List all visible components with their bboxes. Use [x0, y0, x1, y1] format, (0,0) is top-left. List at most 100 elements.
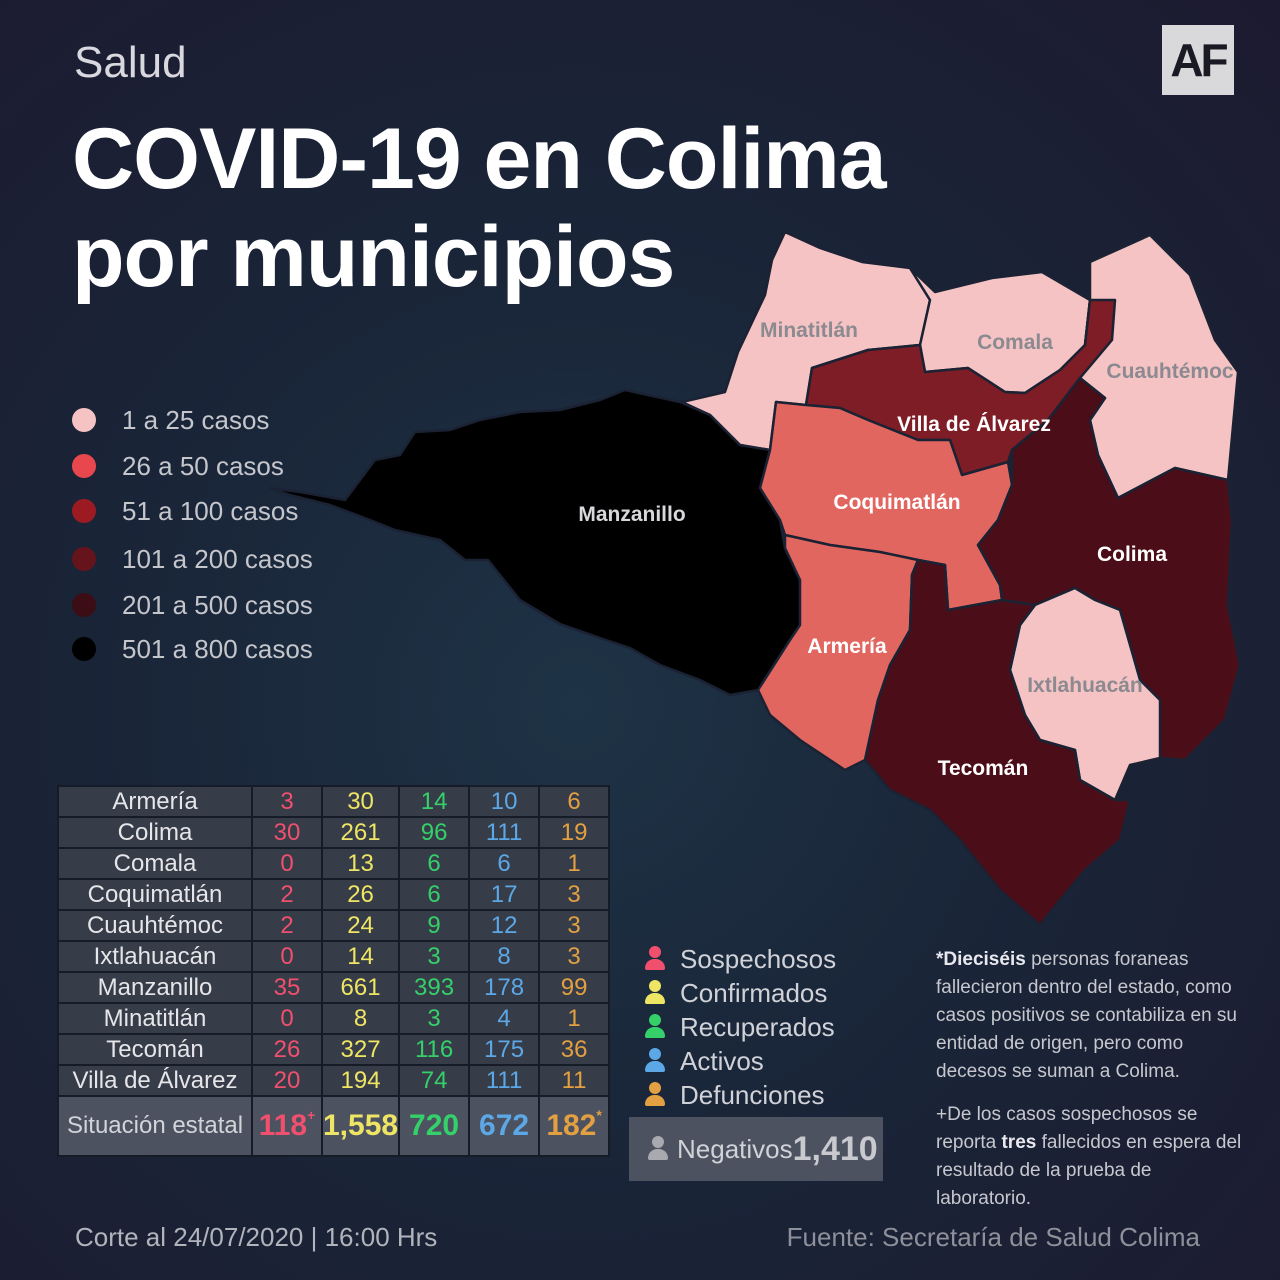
activos-cell: 6: [468, 847, 541, 880]
confirmados-cell: 13: [320, 847, 401, 880]
legend-swatch: [72, 593, 96, 617]
table-row: Ixtlahuacán 0 14 3 8 3: [57, 940, 611, 973]
recuperados-cell: 6: [398, 878, 471, 911]
confirmados-cell: 261: [320, 816, 401, 849]
sospechosos-cell: 3: [251, 785, 323, 818]
legend-swatch: [72, 499, 96, 523]
sospechosos-cell: 0: [251, 940, 323, 973]
defunciones-cell: 36: [538, 1033, 611, 1066]
table-row: Minatitlán 0 8 3 4 1: [57, 1002, 611, 1035]
page-title: COVID-19 en Colima por municipios: [72, 110, 887, 306]
sospechosos-cell: 20: [251, 1064, 323, 1097]
sospechosos-cell: 26: [251, 1033, 323, 1066]
defunciones-cell: 11: [538, 1064, 611, 1097]
note-sospechosos: +De los casos sospechosos se reporta tre…: [936, 1104, 1242, 1209]
title-line-2: por municipios: [72, 209, 675, 305]
recuperados-cell: 14: [398, 785, 471, 818]
recuperados-cell: 96: [398, 816, 471, 849]
cases-table: Armería 3 30 14 10 6 Colima 30 261 96 111 19 Comala 0…: [57, 785, 611, 1157]
table-row: Colima 30 261 96 111 19: [57, 816, 611, 849]
sospechosos-cell: 0: [251, 1002, 323, 1035]
total-sospechosos: 118+: [251, 1095, 323, 1157]
municipio-cell: Colima: [57, 816, 253, 849]
region-armeria: [756, 533, 920, 772]
confirmados-cell: 194: [320, 1064, 401, 1097]
table-row: Cuauhtémoc 2 24 9 12 3: [57, 909, 611, 942]
legend-label: 101 a 200 casos: [122, 543, 313, 574]
recuperados-cell: 74: [398, 1064, 471, 1097]
activos-cell: 17: [468, 878, 541, 911]
legend-item: 1 a 25 casos: [72, 400, 332, 440]
recuperados-cell: 393: [398, 971, 471, 1004]
sospechosos-cell: 30: [251, 816, 323, 849]
legend-label: 501 a 800 casos: [122, 633, 313, 664]
legend-label: 201 a 500 casos: [122, 589, 313, 620]
legend-item: 51 a 100 casos: [72, 491, 332, 531]
person-icon: [644, 1014, 666, 1040]
table-row: Armería 3 30 14 10 6: [57, 785, 611, 818]
person-icon: [644, 946, 666, 972]
title-line-1: COVID-19 en Colima: [72, 111, 887, 207]
recuperados-cell: 3: [398, 940, 471, 973]
label-armeria: Armería: [807, 635, 887, 658]
legend-swatch: [72, 547, 96, 571]
municipio-cell: Tecomán: [57, 1033, 253, 1066]
defunciones-cell: 1: [538, 1002, 611, 1035]
sospechosos-cell: 2: [251, 878, 323, 911]
label-colima: Colima: [1097, 543, 1167, 566]
activos-cell: 4: [468, 1002, 541, 1035]
note-foraneas: *Dieciséis personas foraneas fallecieron…: [936, 949, 1237, 1082]
municipio-cell: Armería: [57, 785, 253, 818]
defunciones-cell: 3: [538, 878, 611, 911]
label-ixtlahuacan: Ixtlahuacán: [1027, 674, 1143, 697]
defunciones-cell: 99: [538, 971, 611, 1004]
activos-cell: 175: [468, 1033, 541, 1066]
category-item: Defunciones: [644, 1078, 864, 1112]
category-item: Recuperados: [644, 1010, 864, 1044]
confirmados-cell: 14: [320, 940, 401, 973]
activos-cell: 10: [468, 785, 541, 818]
recuperados-cell: 3: [398, 1002, 471, 1035]
label-minatitlan: Minatitlán: [760, 319, 858, 342]
total-defunciones: 182*: [538, 1095, 611, 1157]
table-row: Comala 0 13 6 6 1: [57, 847, 611, 880]
label-comala: Comala: [977, 331, 1053, 354]
category-item: Confirmados: [644, 976, 864, 1010]
municipio-cell: Ixtlahuacán: [57, 940, 253, 973]
recuperados-cell: 6: [398, 847, 471, 880]
total-activos: 672: [468, 1095, 541, 1157]
municipio-cell: Cuauhtémoc: [57, 909, 253, 942]
legend-item: 101 a 200 casos: [72, 539, 332, 579]
legend-item: 201 a 500 casos: [72, 585, 332, 625]
legend-swatch: [72, 637, 96, 661]
label-cuauhtemoc: Cuauhtémoc: [1106, 360, 1234, 383]
sospechosos-cell: 35: [251, 971, 323, 1004]
negativos-value: 1,410: [792, 1129, 878, 1168]
activos-cell: 8: [468, 940, 541, 973]
confirmados-cell: 327: [320, 1033, 401, 1066]
activos-cell: 178: [468, 971, 541, 1004]
brand-logo: AF: [1162, 25, 1234, 95]
table-row: Coquimatlán 2 26 6 17 3: [57, 878, 611, 911]
defunciones-cell: 1: [538, 847, 611, 880]
confirmados-cell: 26: [320, 878, 401, 911]
confirmados-cell: 24: [320, 909, 401, 942]
legend-swatch: [72, 454, 96, 478]
municipio-cell: Comala: [57, 847, 253, 880]
municipio-cell: Coquimatlán: [57, 878, 253, 911]
table-row: Manzanillo 35 661 393 178 99: [57, 971, 611, 1004]
defunciones-cell: 3: [538, 940, 611, 973]
person-icon: [647, 1136, 669, 1162]
category-item: Activos: [644, 1044, 864, 1078]
source-credit: Fuente: Secretaría de Salud Colima: [786, 1222, 1200, 1252]
legend-label: 1 a 25 casos: [122, 404, 270, 435]
table-row: Villa de Álvarez 20 194 74 111 11: [57, 1064, 611, 1097]
municipio-cell: Minatitlán: [57, 1002, 253, 1035]
total-confirmados: 1,558: [320, 1095, 401, 1157]
region-manzanillo: [268, 388, 802, 697]
category-label: Defunciones: [680, 1079, 825, 1110]
category-item: Sospechosos: [644, 942, 864, 976]
label-manzanillo: Manzanillo: [578, 503, 685, 526]
legend-swatch: [72, 408, 96, 432]
